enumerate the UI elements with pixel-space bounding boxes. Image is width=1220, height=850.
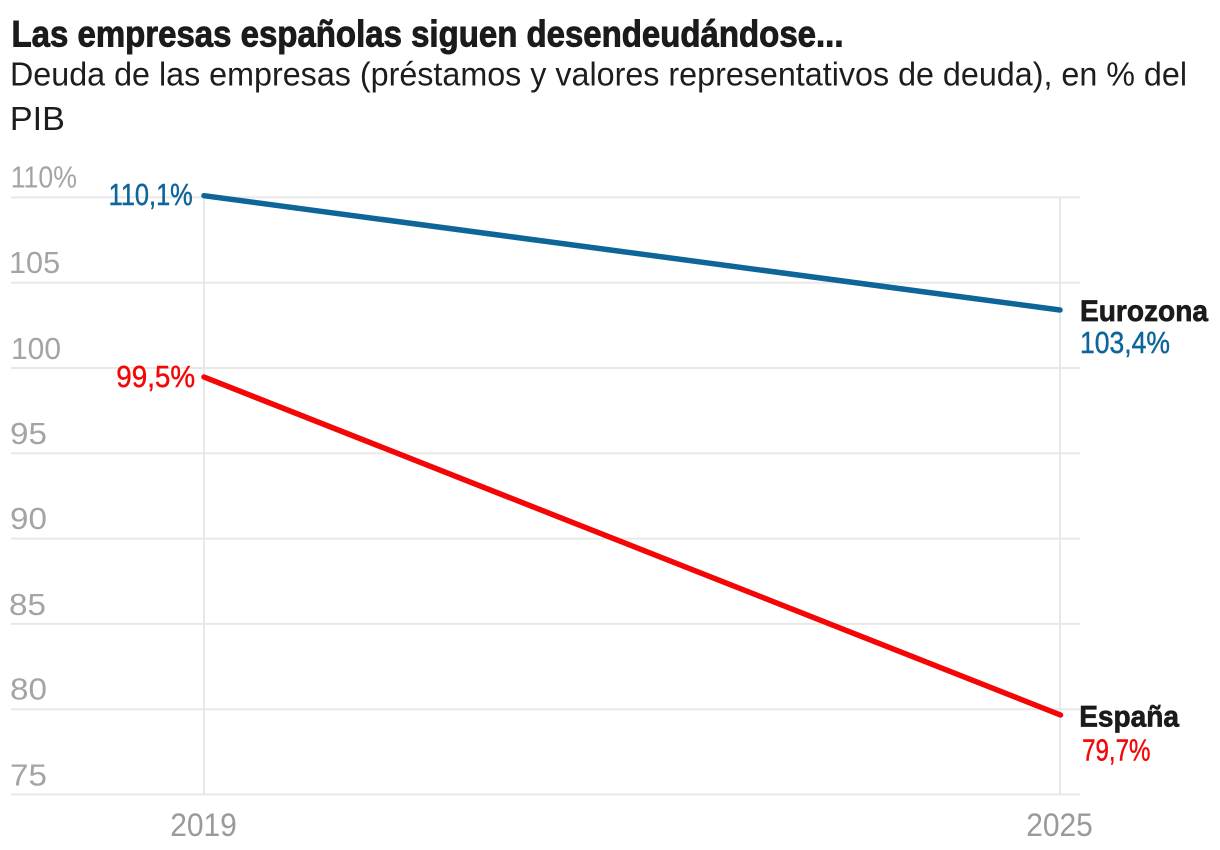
svg-text:105: 105 xyxy=(9,245,60,280)
svg-text:100: 100 xyxy=(11,331,61,366)
svg-text:90: 90 xyxy=(10,501,47,536)
svg-text:103,4%: 103,4% xyxy=(1080,325,1170,360)
svg-text:75: 75 xyxy=(10,758,47,793)
svg-text:PIB: PIB xyxy=(10,100,65,137)
svg-text:110%: 110% xyxy=(11,160,77,195)
svg-text:110,1%: 110,1% xyxy=(109,177,193,212)
svg-text:85: 85 xyxy=(9,587,46,622)
svg-text:95: 95 xyxy=(10,416,47,451)
svg-text:España: España xyxy=(1079,701,1179,734)
svg-text:79,7%: 79,7% xyxy=(1082,733,1150,768)
svg-text:99,5%: 99,5% xyxy=(116,359,195,394)
svg-text:2025: 2025 xyxy=(1026,807,1093,843)
svg-text:Las empresas españolas siguen: Las empresas españolas siguen desendeudá… xyxy=(12,14,844,55)
svg-text:2019: 2019 xyxy=(170,807,237,843)
svg-text:Eurozona: Eurozona xyxy=(1080,295,1208,328)
svg-text:80: 80 xyxy=(10,672,47,707)
svg-text:Deuda de las empresas (préstam: Deuda de las empresas (préstamos y valor… xyxy=(10,56,1187,93)
